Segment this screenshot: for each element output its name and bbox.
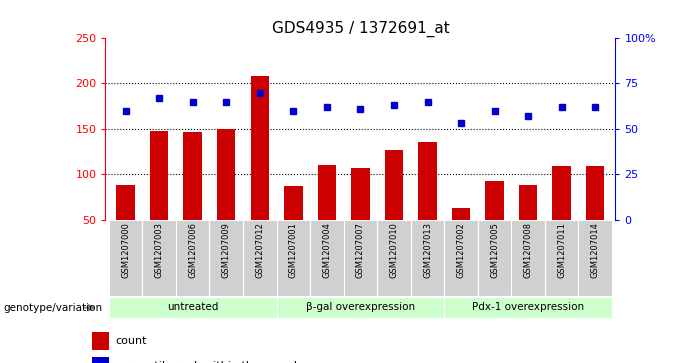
Text: GSM1207005: GSM1207005 (490, 222, 499, 278)
Text: GSM1207009: GSM1207009 (222, 222, 231, 278)
Bar (519, 185, 537, 220)
Text: count: count (116, 336, 147, 346)
Bar (486, 180, 504, 220)
Bar (92, 332, 109, 350)
Text: untreated: untreated (167, 302, 218, 312)
Text: GSM1207014: GSM1207014 (591, 222, 600, 278)
Bar (250, 76, 269, 220)
Bar (184, 131, 202, 220)
Text: GSM1207013: GSM1207013 (423, 222, 432, 278)
Text: GSM1207006: GSM1207006 (188, 222, 197, 278)
Text: GSM1207011: GSM1207011 (557, 222, 566, 278)
Title: GDS4935 / 1372691_at: GDS4935 / 1372691_at (271, 21, 449, 37)
Bar (217, 129, 235, 220)
Bar (579, 220, 612, 296)
Bar (142, 220, 176, 296)
Bar (377, 220, 411, 296)
Bar (310, 220, 343, 296)
Text: β-gal overexpression: β-gal overexpression (306, 302, 415, 312)
Bar (150, 131, 169, 220)
Bar (209, 220, 243, 296)
Bar (478, 220, 511, 296)
Text: GSM1207002: GSM1207002 (456, 222, 466, 278)
Bar (385, 150, 403, 220)
Text: GSM1207004: GSM1207004 (322, 222, 331, 278)
Text: GSM1207000: GSM1207000 (121, 222, 130, 278)
Bar (444, 220, 478, 296)
Bar (444, 297, 612, 318)
Text: GSM1207001: GSM1207001 (289, 222, 298, 278)
Bar (109, 297, 277, 318)
Bar (277, 297, 444, 318)
Bar (351, 168, 370, 220)
Bar (511, 220, 545, 296)
Bar (284, 186, 303, 220)
Bar (109, 220, 142, 296)
Bar (545, 220, 579, 296)
Bar (411, 220, 444, 296)
Text: percentile rank within the sample: percentile rank within the sample (116, 361, 303, 363)
Bar (586, 166, 605, 220)
Bar (452, 208, 471, 220)
Bar (243, 220, 277, 296)
Bar (92, 357, 109, 363)
Text: Pdx-1 overexpression: Pdx-1 overexpression (472, 302, 584, 312)
Text: GSM1207008: GSM1207008 (524, 222, 532, 278)
Bar (116, 185, 135, 220)
Text: GSM1207003: GSM1207003 (154, 222, 164, 278)
Bar (418, 142, 437, 220)
Bar (176, 220, 209, 296)
Bar (343, 220, 377, 296)
Text: GSM1207012: GSM1207012 (255, 222, 265, 278)
Text: genotype/variation: genotype/variation (3, 303, 103, 313)
Bar (552, 166, 571, 220)
Bar (277, 220, 310, 296)
Text: GSM1207007: GSM1207007 (356, 222, 365, 278)
Bar (318, 165, 336, 220)
Text: GSM1207010: GSM1207010 (390, 222, 398, 278)
